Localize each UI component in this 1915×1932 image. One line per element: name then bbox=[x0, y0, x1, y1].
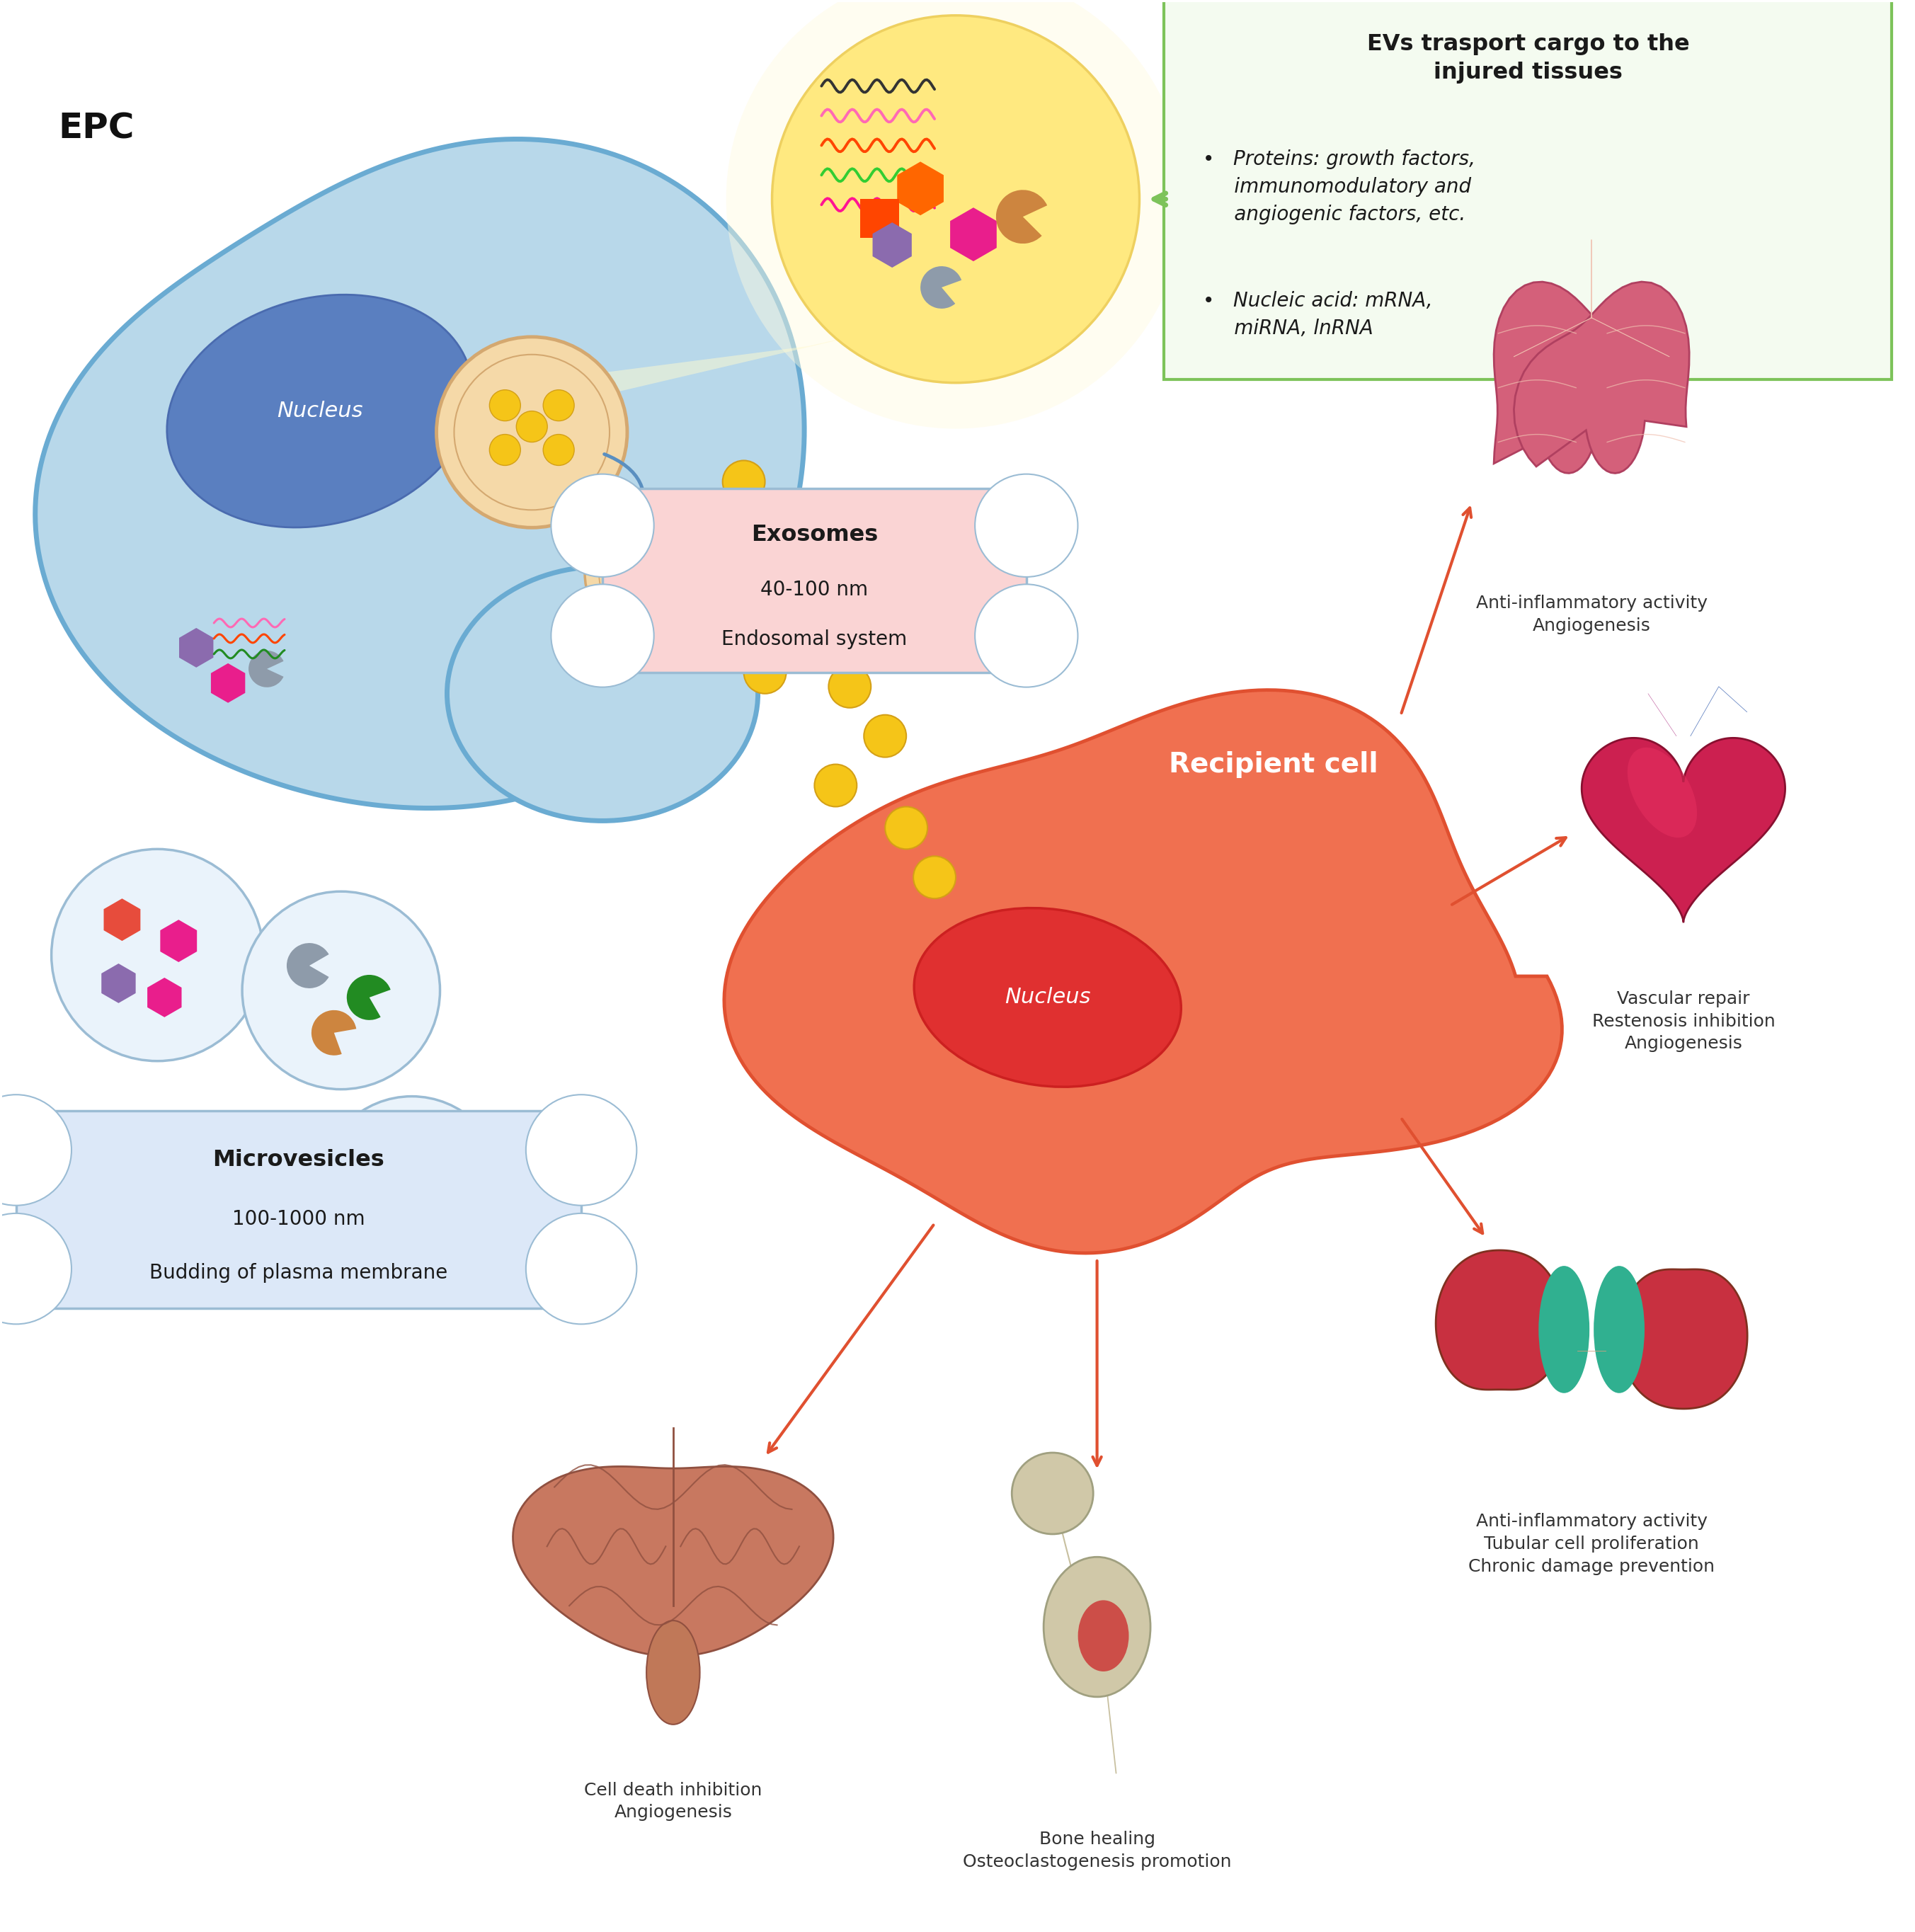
Circle shape bbox=[544, 390, 574, 421]
Circle shape bbox=[552, 583, 653, 688]
Circle shape bbox=[850, 609, 892, 651]
Circle shape bbox=[640, 568, 665, 593]
Circle shape bbox=[829, 665, 871, 707]
Polygon shape bbox=[950, 207, 996, 261]
Text: Cell death inhibition
Angiogenesis: Cell death inhibition Angiogenesis bbox=[584, 1781, 762, 1822]
Ellipse shape bbox=[446, 566, 758, 821]
Circle shape bbox=[885, 808, 927, 848]
Text: •   Proteins: growth factors,
     immunomodulatory and
     angiogenic factors,: • Proteins: growth factors, immunomodula… bbox=[1203, 149, 1476, 224]
Polygon shape bbox=[1620, 1269, 1746, 1408]
Ellipse shape bbox=[1628, 748, 1697, 838]
Circle shape bbox=[657, 545, 682, 568]
Circle shape bbox=[814, 560, 856, 601]
Circle shape bbox=[241, 891, 440, 1090]
Circle shape bbox=[517, 412, 548, 442]
Wedge shape bbox=[312, 1010, 356, 1055]
Circle shape bbox=[320, 1095, 504, 1281]
Polygon shape bbox=[103, 898, 140, 941]
Polygon shape bbox=[101, 964, 136, 1003]
Circle shape bbox=[772, 510, 814, 553]
Polygon shape bbox=[211, 663, 245, 703]
Ellipse shape bbox=[647, 1621, 699, 1725]
Polygon shape bbox=[896, 162, 944, 214]
FancyBboxPatch shape bbox=[603, 489, 1026, 672]
Polygon shape bbox=[1582, 738, 1785, 922]
Ellipse shape bbox=[167, 296, 473, 527]
Circle shape bbox=[552, 473, 653, 578]
Text: Bone healing
Osteoclastogenesis promotion: Bone healing Osteoclastogenesis promotio… bbox=[963, 1832, 1231, 1870]
Circle shape bbox=[726, 0, 1185, 429]
Wedge shape bbox=[249, 651, 283, 688]
Polygon shape bbox=[147, 978, 182, 1018]
Text: EPC: EPC bbox=[59, 112, 134, 145]
Ellipse shape bbox=[1078, 1600, 1128, 1671]
Circle shape bbox=[52, 848, 264, 1061]
Text: EVs trasport cargo to the
injured tissues: EVs trasport cargo to the injured tissue… bbox=[1367, 33, 1689, 83]
Polygon shape bbox=[161, 920, 197, 962]
Circle shape bbox=[527, 1095, 636, 1206]
Circle shape bbox=[975, 473, 1078, 578]
Circle shape bbox=[814, 765, 856, 808]
Polygon shape bbox=[1494, 282, 1666, 473]
Ellipse shape bbox=[1593, 1265, 1645, 1393]
Text: Exosomes: Exosomes bbox=[751, 524, 877, 545]
Ellipse shape bbox=[913, 908, 1182, 1088]
Circle shape bbox=[622, 545, 645, 568]
FancyBboxPatch shape bbox=[860, 199, 900, 238]
Text: Budding of plasma membrane: Budding of plasma membrane bbox=[149, 1264, 448, 1283]
Text: Microvesicles: Microvesicles bbox=[213, 1150, 385, 1171]
Circle shape bbox=[758, 616, 800, 659]
Circle shape bbox=[490, 435, 521, 466]
Circle shape bbox=[0, 1213, 71, 1323]
Text: Vascular repair
Restenosis inhibition
Angiogenesis: Vascular repair Restenosis inhibition An… bbox=[1591, 991, 1775, 1053]
Polygon shape bbox=[34, 139, 804, 808]
Circle shape bbox=[437, 336, 628, 527]
Circle shape bbox=[743, 651, 787, 694]
Circle shape bbox=[584, 506, 718, 641]
Text: 40-100 nm: 40-100 nm bbox=[760, 580, 867, 599]
Circle shape bbox=[1011, 1453, 1093, 1534]
Text: •   Nucleic acid: mRNA,
     miRNA, lnRNA: • Nucleic acid: mRNA, miRNA, lnRNA bbox=[1203, 292, 1432, 338]
Circle shape bbox=[772, 15, 1139, 383]
FancyBboxPatch shape bbox=[15, 1111, 582, 1308]
FancyBboxPatch shape bbox=[1164, 0, 1892, 379]
Wedge shape bbox=[996, 189, 1048, 243]
Polygon shape bbox=[511, 292, 1048, 404]
Text: Anti-inflammatory activity
Angiogenesis: Anti-inflammatory activity Angiogenesis bbox=[1476, 595, 1708, 634]
Text: Recipient cell: Recipient cell bbox=[1168, 752, 1379, 779]
Circle shape bbox=[527, 1213, 636, 1323]
Polygon shape bbox=[724, 690, 1563, 1254]
Wedge shape bbox=[287, 943, 329, 989]
Text: Nucleus: Nucleus bbox=[278, 400, 364, 421]
Polygon shape bbox=[180, 628, 213, 667]
Polygon shape bbox=[1436, 1250, 1565, 1389]
Polygon shape bbox=[1515, 282, 1689, 473]
Polygon shape bbox=[513, 1466, 833, 1656]
Ellipse shape bbox=[1044, 1557, 1151, 1696]
Circle shape bbox=[490, 390, 521, 421]
Circle shape bbox=[975, 583, 1078, 688]
Text: Nucleus: Nucleus bbox=[1005, 987, 1090, 1009]
Text: Anti-inflammatory activity
Tubular cell proliferation
Chronic damage prevention: Anti-inflammatory activity Tubular cell … bbox=[1469, 1513, 1714, 1575]
Circle shape bbox=[544, 435, 574, 466]
Circle shape bbox=[913, 856, 956, 898]
Circle shape bbox=[722, 460, 764, 502]
Text: 100-1000 nm: 100-1000 nm bbox=[232, 1209, 366, 1229]
Circle shape bbox=[0, 1095, 71, 1206]
Polygon shape bbox=[873, 222, 912, 269]
Circle shape bbox=[864, 715, 906, 757]
Ellipse shape bbox=[1538, 1265, 1589, 1393]
Wedge shape bbox=[921, 267, 961, 309]
Wedge shape bbox=[347, 976, 391, 1020]
Text: Endosomal system: Endosomal system bbox=[722, 630, 908, 649]
